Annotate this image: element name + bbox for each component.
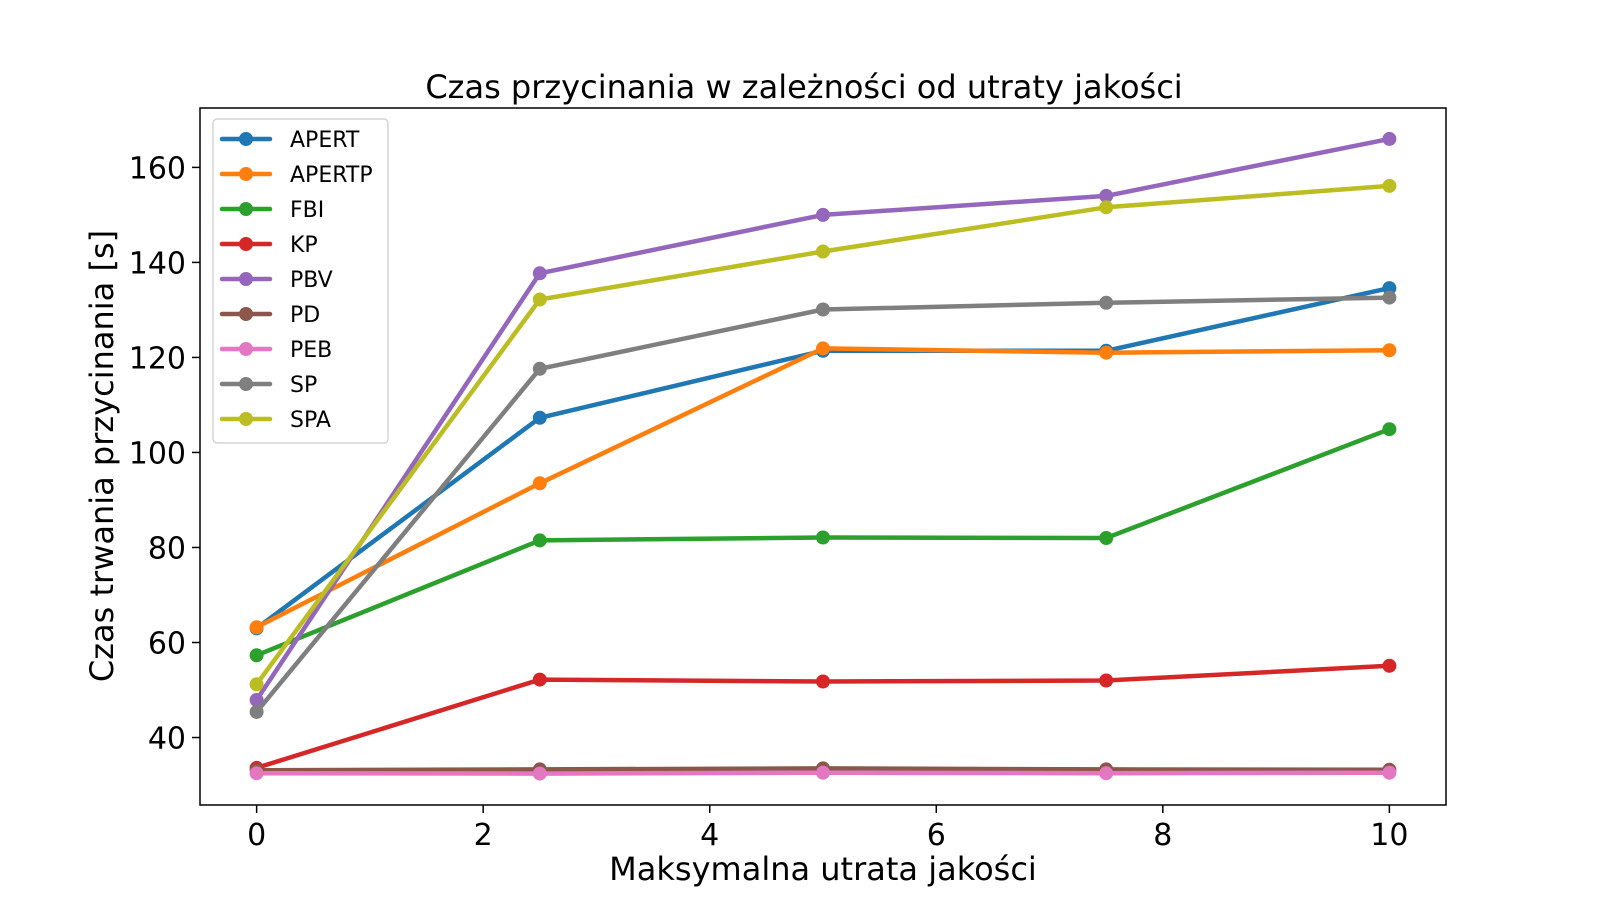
legend-label: KP <box>290 233 318 258</box>
y-tick-label: 100 <box>129 436 186 471</box>
legend-swatch-marker <box>239 307 253 321</box>
data-point <box>532 533 547 548</box>
legend-entry-sp: SP <box>219 373 317 398</box>
y-tick-label: 160 <box>129 151 186 186</box>
legend-entry-pd: PD <box>219 303 320 328</box>
legend-swatch-marker <box>239 272 253 286</box>
legend-label: PEB <box>290 338 332 363</box>
x-tick-label: 8 <box>1153 818 1172 853</box>
series-line-sp <box>254 295 1392 715</box>
data-point <box>249 693 264 707</box>
data-point <box>1099 200 1114 215</box>
data-point <box>532 672 547 687</box>
x-axis-ticks: 0 2 4 6 8 10 <box>247 805 1408 853</box>
data-point <box>532 361 547 376</box>
data-point <box>249 648 264 663</box>
y-tick-label: 80 <box>148 531 186 566</box>
legend-label: SP <box>290 373 317 398</box>
legend-label: APERT <box>290 128 360 153</box>
legend-entry-apertp: APERTP <box>219 163 373 188</box>
data-point <box>816 244 830 259</box>
data-point <box>532 766 547 781</box>
y-tick-label: 60 <box>148 627 186 662</box>
legend-swatch-marker <box>239 377 253 391</box>
legend-swatch-marker <box>239 237 253 251</box>
legend-swatch-marker <box>239 412 253 426</box>
data-point <box>816 674 830 689</box>
x-tick-label: 6 <box>927 818 946 853</box>
data-point <box>532 476 547 491</box>
x-tick-label: 2 <box>474 818 493 853</box>
data-point <box>532 292 547 307</box>
legend-entry-kp: KP <box>219 233 318 258</box>
legend-label: FBI <box>290 198 324 223</box>
data-point <box>1099 295 1114 310</box>
data-point <box>1382 290 1397 305</box>
data-point <box>816 530 830 545</box>
data-point <box>532 410 547 425</box>
legend-swatch-marker <box>239 202 253 216</box>
data-point <box>1382 343 1397 358</box>
x-tick-label: 10 <box>1370 818 1408 853</box>
legend-entry-spa: SPA <box>219 408 331 433</box>
y-tick-label: 120 <box>129 341 186 376</box>
data-point <box>816 341 830 356</box>
series-peb <box>249 765 1397 781</box>
legend-entry-peb: PEB <box>219 338 332 363</box>
legend-entry-apert: APERT <box>219 128 360 153</box>
data-point <box>1099 531 1114 545</box>
series-line-spa <box>254 183 1392 687</box>
data-point <box>1099 673 1114 688</box>
series-apertp <box>249 341 1397 635</box>
data-point <box>816 302 830 317</box>
y-axis-label: Czas trwania przycinania [s] <box>83 230 121 682</box>
data-point <box>532 266 547 281</box>
legend-entry-pbv: PBV <box>219 268 333 293</box>
y-axis-ticks: 40 60 80 100 120 140 160 <box>129 151 200 757</box>
data-point <box>1382 131 1397 146</box>
legend-swatch-marker <box>239 167 253 181</box>
series-line-apert <box>254 285 1392 631</box>
x-axis-label: Maksymalna utrata jakości <box>609 850 1037 888</box>
plot-area <box>249 131 1397 781</box>
plot-frame <box>199 107 1447 806</box>
legend-label: PBV <box>290 268 333 293</box>
series-fbi <box>249 422 1397 663</box>
data-point <box>249 704 264 719</box>
data-point <box>1382 178 1397 193</box>
data-point <box>816 765 830 780</box>
data-point <box>1382 658 1397 673</box>
y-tick-label: 140 <box>129 246 186 281</box>
data-point <box>1382 422 1397 437</box>
series-sp <box>249 290 1397 719</box>
data-point <box>1382 765 1397 780</box>
x-tick-label: 4 <box>700 818 719 853</box>
legend: APERT APERTP FBI KP PBV PD PEB SP SPA <box>212 118 389 444</box>
data-point <box>249 766 264 781</box>
data-point <box>1099 188 1114 203</box>
data-point <box>249 677 264 692</box>
series-spa <box>249 178 1397 692</box>
y-tick-label: 40 <box>148 722 186 757</box>
x-tick-label: 0 <box>247 818 266 853</box>
legend-label: PD <box>290 303 320 328</box>
legend-box <box>212 118 389 444</box>
data-point <box>1099 345 1114 360</box>
chart-title: Czas przycinania w zależności od utraty … <box>425 68 1182 106</box>
data-point <box>249 620 264 635</box>
legend-label: SPA <box>290 408 331 433</box>
legend-entry-fbi: FBI <box>219 198 324 223</box>
data-point <box>816 207 830 222</box>
data-point <box>1099 766 1114 781</box>
legend-swatch-marker <box>239 132 253 146</box>
series-pbv <box>249 131 1397 707</box>
series-line-pbv <box>254 136 1392 703</box>
legend-label: APERTP <box>290 163 373 188</box>
series-kp <box>249 658 1397 775</box>
legend-swatch-marker <box>239 342 253 356</box>
